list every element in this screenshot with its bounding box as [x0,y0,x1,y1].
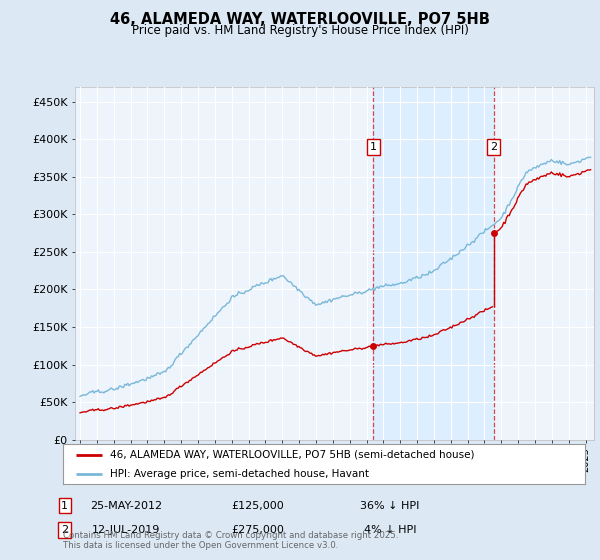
Text: £125,000: £125,000 [232,501,284,511]
Bar [373,87,494,440]
Text: Price paid vs. HM Land Registry's House Price Index (HPI): Price paid vs. HM Land Registry's House … [131,24,469,36]
Text: 36% ↓ HPI: 36% ↓ HPI [361,501,419,511]
Text: 2: 2 [61,525,68,535]
Text: 12-JUL-2019: 12-JUL-2019 [92,525,160,535]
Text: 46, ALAMEDA WAY, WATERLOOVILLE, PO7 5HB: 46, ALAMEDA WAY, WATERLOOVILLE, PO7 5HB [110,12,490,27]
Text: HPI: Average price, semi-detached house, Havant: HPI: Average price, semi-detached house,… [110,469,369,478]
Text: £275,000: £275,000 [232,525,284,535]
Text: 46, ALAMEDA WAY, WATERLOOVILLE, PO7 5HB (semi-detached house): 46, ALAMEDA WAY, WATERLOOVILLE, PO7 5HB … [110,450,475,460]
Text: 1: 1 [370,142,377,152]
Text: 1: 1 [61,501,68,511]
Text: 2: 2 [490,142,497,152]
Text: 4% ↓ HPI: 4% ↓ HPI [364,525,416,535]
Text: Contains HM Land Registry data © Crown copyright and database right 2025.
This d: Contains HM Land Registry data © Crown c… [63,530,398,550]
Text: 25-MAY-2012: 25-MAY-2012 [90,501,162,511]
